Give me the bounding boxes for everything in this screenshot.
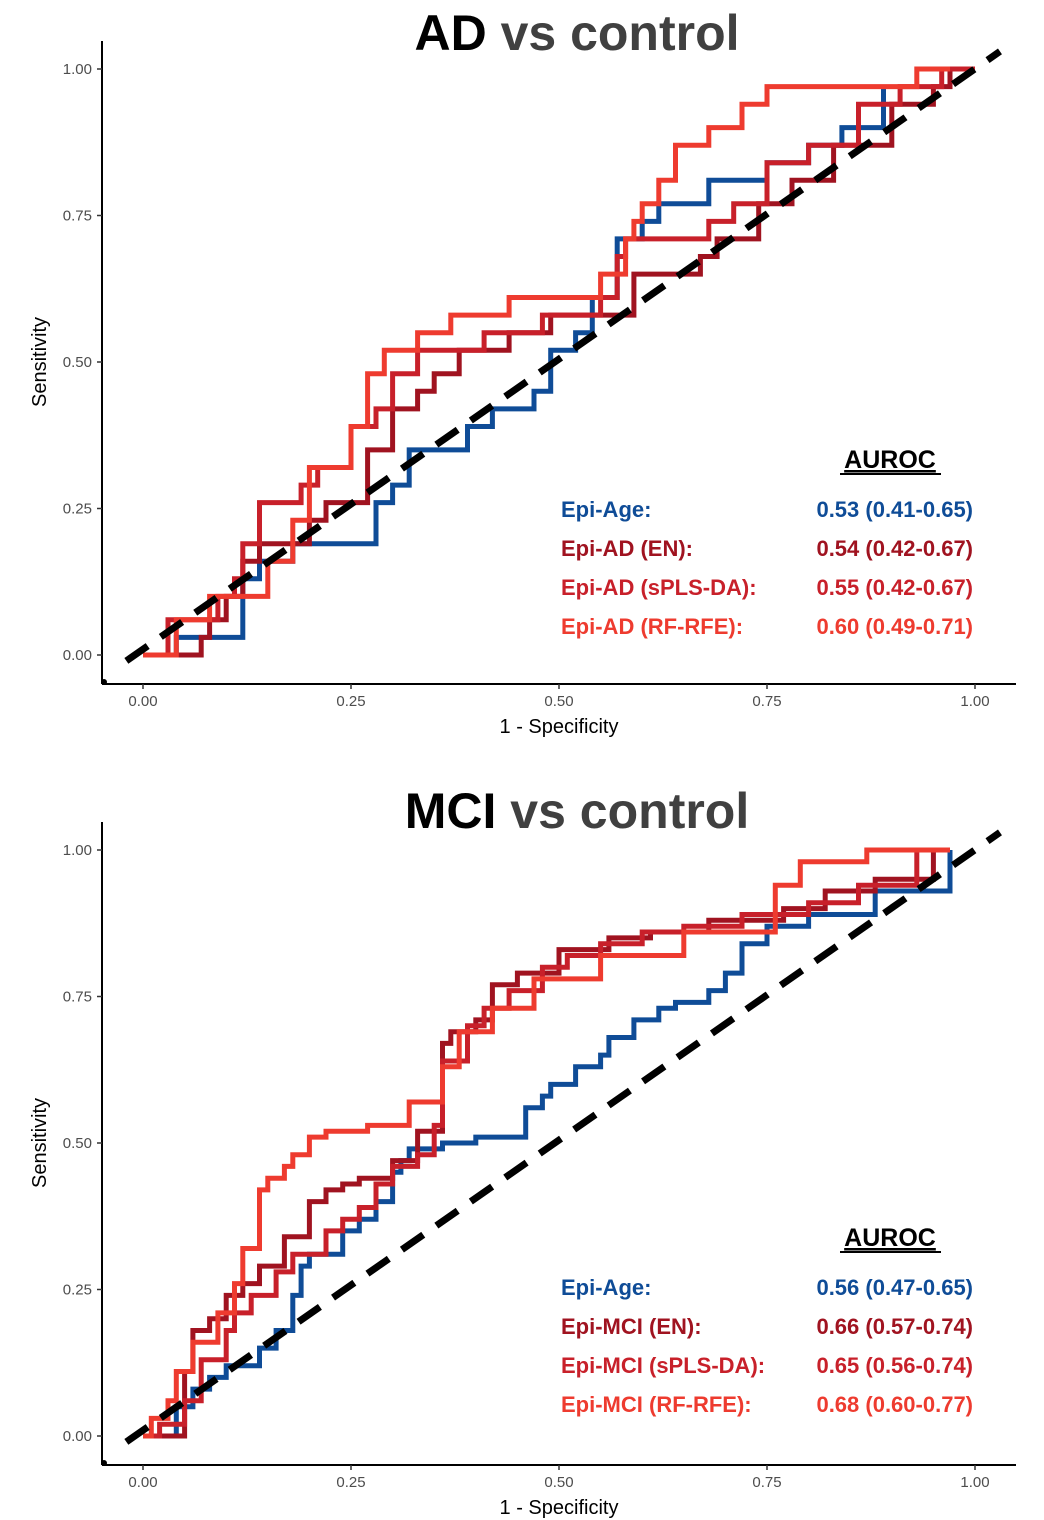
- legend-header: AUROC: [844, 1224, 936, 1252]
- legend-label: Epi-Age:: [561, 1275, 651, 1300]
- legend-auroc-value: 0.68 (0.60-0.77): [816, 1392, 973, 1417]
- legend-auroc-value: 0.60 (0.49-0.71): [816, 614, 973, 639]
- chart-title-bold: MCI: [405, 783, 497, 839]
- legend-label: Epi-MCI (RF-RFE):: [561, 1392, 752, 1417]
- chart-title-rest: vs control: [496, 783, 749, 839]
- x-tick-label: 0.50: [544, 693, 573, 710]
- roc-series-line-4: [143, 66, 950, 658]
- chart-title-bold: AD: [414, 5, 486, 61]
- legend-auroc-value: 0.55 (0.42-0.67): [816, 575, 973, 600]
- chart-title: AD vs control: [414, 5, 739, 61]
- chance-diagonal-line: [124, 48, 1002, 664]
- x-tick-label: 1.00: [960, 1474, 989, 1491]
- x-tick-label: 0.25: [336, 693, 365, 710]
- roc-series-line-1: [143, 850, 953, 1439]
- y-axis-title: Sensitivity: [29, 1098, 51, 1188]
- legend-label: Epi-AD (EN):: [561, 536, 693, 561]
- legend-label: Epi-AD (RF-RFE):: [561, 614, 743, 639]
- legend-auroc-value: 0.66 (0.57-0.74): [816, 1314, 973, 1339]
- legend-auroc-value: 0.56 (0.47-0.65): [816, 1275, 973, 1300]
- y-tick-label: 0.25: [63, 501, 92, 518]
- roc-panel-1: AD vs control 0.00 0.25 0.50 0.75 1.00 0.00 0.2…: [29, 5, 1016, 738]
- y-tick-label: 0.50: [63, 1135, 92, 1152]
- y-tick-label: 1.00: [63, 61, 92, 78]
- x-tick-label: 0.25: [336, 1474, 365, 1491]
- x-tick-label: 0.75: [752, 1474, 781, 1491]
- chart-title-rest: vs control: [487, 5, 740, 61]
- y-tick-label: 0.00: [63, 647, 92, 664]
- legend-label: Epi-MCI (sPLS-DA):: [561, 1353, 765, 1378]
- y-tick-label: 0.25: [63, 1282, 92, 1299]
- chance-diagonal-line: [124, 829, 1002, 1445]
- legend-label: Epi-Age:: [561, 497, 651, 522]
- x-tick-label: 0.00: [128, 693, 157, 710]
- y-tick-label: 0.00: [63, 1428, 92, 1445]
- x-tick-label: 0.50: [544, 1474, 573, 1491]
- y-tick-label: 0.75: [63, 208, 92, 225]
- legend-header: AUROC: [844, 446, 936, 474]
- y-tick-label: 1.00: [63, 842, 92, 859]
- legend-auroc-value: 0.54 (0.42-0.67): [816, 536, 973, 561]
- legend-label: Epi-AD (sPLS-DA):: [561, 575, 757, 600]
- x-axis-title: 1 - Specificity: [500, 1497, 619, 1519]
- roc-series-line-3: [143, 850, 920, 1439]
- legend-auroc-value: 0.53 (0.41-0.65): [816, 497, 973, 522]
- x-tick-label: 0.75: [752, 693, 781, 710]
- y-tick-label: 0.50: [63, 354, 92, 371]
- roc-series-line-3: [143, 66, 975, 658]
- roc-panel-2: MCI vs control 0.00 0.25 0.50 0.75 1.00 0.00 0.…: [29, 783, 1016, 1519]
- roc-series-line-4: [143, 847, 950, 1439]
- axis-origin-dot: [101, 1460, 107, 1466]
- chart-title: MCI vs control: [405, 783, 750, 839]
- legend-auroc-value: 0.65 (0.56-0.74): [816, 1353, 973, 1378]
- y-tick-label: 0.75: [63, 989, 92, 1006]
- x-axis-title: 1 - Specificity: [500, 716, 619, 738]
- legend-label: Epi-MCI (EN):: [561, 1314, 702, 1339]
- x-tick-label: 1.00: [960, 693, 989, 710]
- x-tick-label: 0.00: [128, 1474, 157, 1491]
- axis-origin-dot: [101, 679, 107, 685]
- y-axis-title: Sensitivity: [29, 317, 51, 407]
